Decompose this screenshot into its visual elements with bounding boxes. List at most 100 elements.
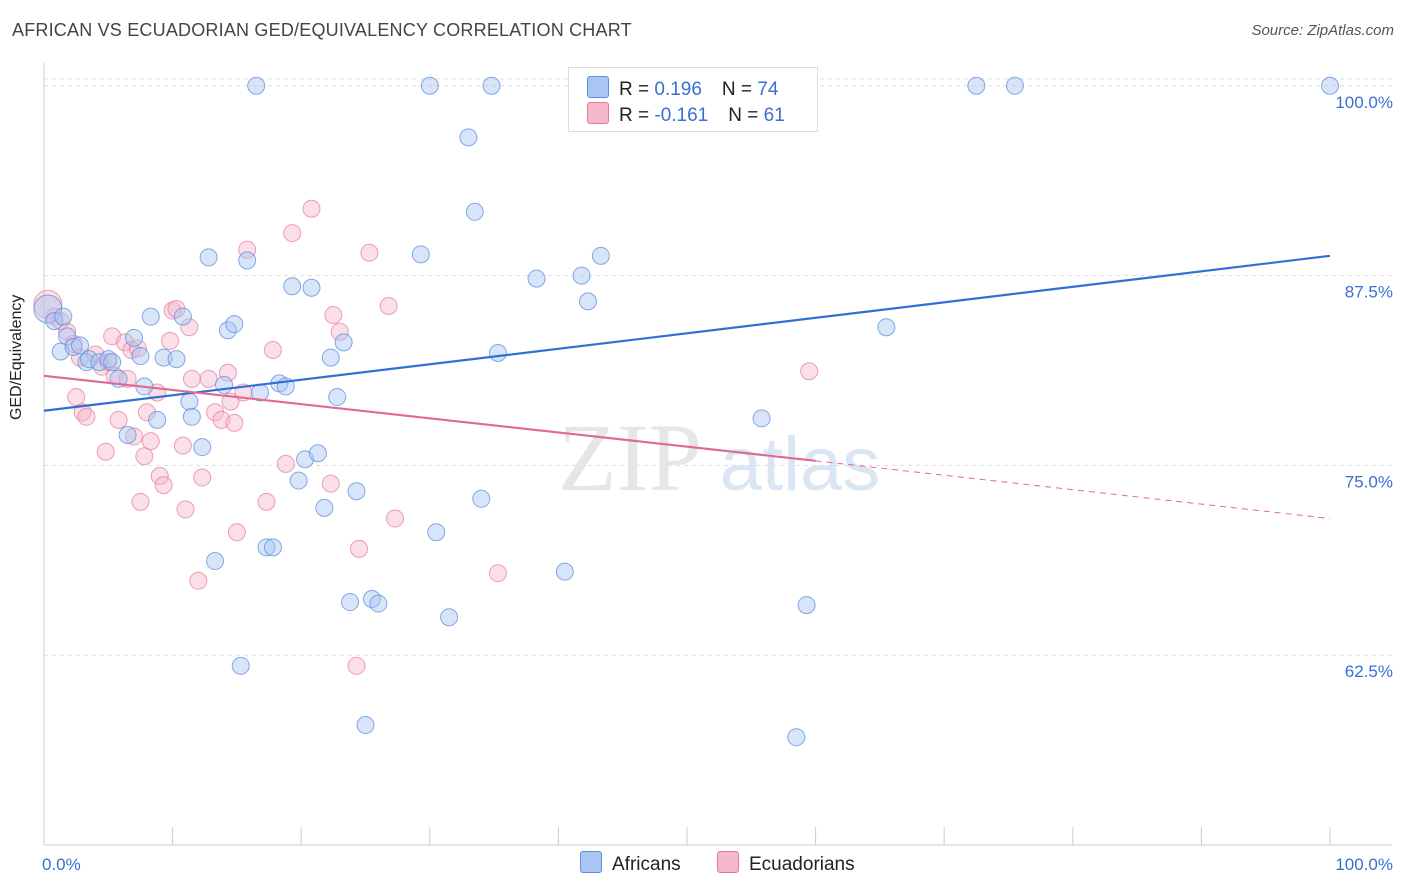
ecuadorian-point xyxy=(77,407,96,426)
african-point xyxy=(341,593,360,612)
african-point xyxy=(118,426,137,445)
x-tick-label-min: 0.0% xyxy=(42,855,81,874)
african-point xyxy=(967,76,986,95)
watermark: ZIP atlas xyxy=(558,404,880,511)
african-point xyxy=(321,348,340,367)
ecuadorian-point xyxy=(141,432,160,451)
legend-row-ecuadorian: R = -0.161 N = 61 xyxy=(587,102,785,126)
african-point xyxy=(459,128,478,147)
african-point xyxy=(578,292,597,311)
african-point xyxy=(362,590,381,609)
african-point xyxy=(472,489,491,508)
african-legend-icon xyxy=(580,851,602,873)
african-point xyxy=(334,333,353,352)
ecuadorian-r-label: R = xyxy=(619,105,655,126)
ecuadorian-point xyxy=(324,306,343,325)
ecuadorian-point xyxy=(118,369,137,388)
ecuadorian-legend-icon xyxy=(717,851,739,873)
ecuadorian-point xyxy=(131,492,150,511)
african-point xyxy=(488,344,507,363)
african-point xyxy=(440,608,459,627)
ecuadorian-point xyxy=(173,436,192,455)
ecuadorian-point xyxy=(225,413,244,432)
african-swatch-icon xyxy=(587,76,609,98)
ecuadorian-point xyxy=(125,427,144,446)
ecuadorian-point xyxy=(263,340,282,359)
ecuadorian-point xyxy=(238,240,257,259)
african-point xyxy=(238,251,257,270)
african-point xyxy=(58,327,77,346)
african-r-value: 0.196 xyxy=(654,79,702,100)
legend-box: R = 0.196 N = 74 R = -0.161 N = 61 xyxy=(568,67,818,132)
ecuadorian-point xyxy=(96,442,115,461)
african-point xyxy=(787,728,806,747)
african-point xyxy=(591,246,610,265)
ecuadorian-point xyxy=(488,564,507,583)
african-point xyxy=(1005,76,1024,95)
african-point xyxy=(45,312,64,331)
ecuadorian-point xyxy=(227,523,246,542)
african-r-label: R = xyxy=(619,79,655,100)
watermark-atlas: atlas xyxy=(720,422,881,507)
y-tick-label: 100.0% xyxy=(1335,93,1393,112)
ecuadorian-point xyxy=(137,403,156,422)
ecuadorian-point xyxy=(321,474,340,493)
african-point xyxy=(257,538,276,557)
y-tick-label: 62.5% xyxy=(1345,662,1393,681)
ecuadorian-point xyxy=(109,410,128,429)
ecuadorian-point xyxy=(283,224,302,243)
african-point xyxy=(283,277,302,296)
african-point xyxy=(225,315,244,334)
african-point xyxy=(193,438,212,457)
ecuadorian-point xyxy=(360,243,379,262)
watermark-zip: ZIP xyxy=(558,404,702,511)
african-point xyxy=(328,388,347,407)
y-tick-label: 75.0% xyxy=(1345,472,1393,491)
african-n-label: N = xyxy=(721,79,758,100)
ecuadorian-point xyxy=(330,322,349,341)
ecuadorian-swatch-icon xyxy=(587,102,609,124)
african-point xyxy=(752,409,771,428)
african-point xyxy=(465,202,484,221)
african-point xyxy=(308,444,327,463)
african-point xyxy=(148,410,167,429)
ecuadorian-point xyxy=(800,362,819,381)
african-point xyxy=(797,596,816,615)
ecuadorian-point xyxy=(67,388,86,407)
african-point xyxy=(125,328,144,347)
ecuadorian-n-value: 61 xyxy=(763,105,785,126)
ecuadorian-point xyxy=(189,571,208,590)
ecuadorian-point xyxy=(154,476,173,495)
tick-labels: 62.5% 75.0% 87.5% 100.0% 0.0% 100.0% xyxy=(42,93,1393,874)
african-point xyxy=(199,248,218,267)
ecuadorian-point xyxy=(193,468,212,487)
african-point xyxy=(54,307,73,326)
african-point xyxy=(877,318,896,337)
trend-lines xyxy=(43,254,1331,520)
african-point xyxy=(182,407,201,426)
ecuadorian-trend-line xyxy=(43,374,816,462)
african-point xyxy=(356,716,375,735)
african-point xyxy=(420,76,439,95)
ecuadorian-points xyxy=(33,199,819,675)
african-point xyxy=(154,348,173,367)
african-legend-label: Africans xyxy=(612,854,681,875)
source-label: Source: ZipAtlas.com xyxy=(1251,22,1394,39)
ecuadorian-point xyxy=(276,454,295,473)
african-point xyxy=(71,336,90,355)
african-point xyxy=(1321,76,1339,95)
african-point xyxy=(167,350,186,369)
african-point xyxy=(180,392,199,411)
african-point xyxy=(103,353,122,372)
ecuadorian-point xyxy=(135,447,154,466)
chart-title: AFRICAN VS ECUADORIAN GED/EQUIVALENCY CO… xyxy=(12,20,632,40)
ecuadorian-point xyxy=(180,318,199,337)
african-point xyxy=(263,538,282,557)
y-tick-label: 87.5% xyxy=(1345,283,1393,302)
african-point xyxy=(131,347,150,366)
african-point xyxy=(173,307,192,326)
ecuadorian-point xyxy=(33,289,63,319)
ecuadorian-point xyxy=(350,539,369,558)
african-point xyxy=(141,307,160,326)
